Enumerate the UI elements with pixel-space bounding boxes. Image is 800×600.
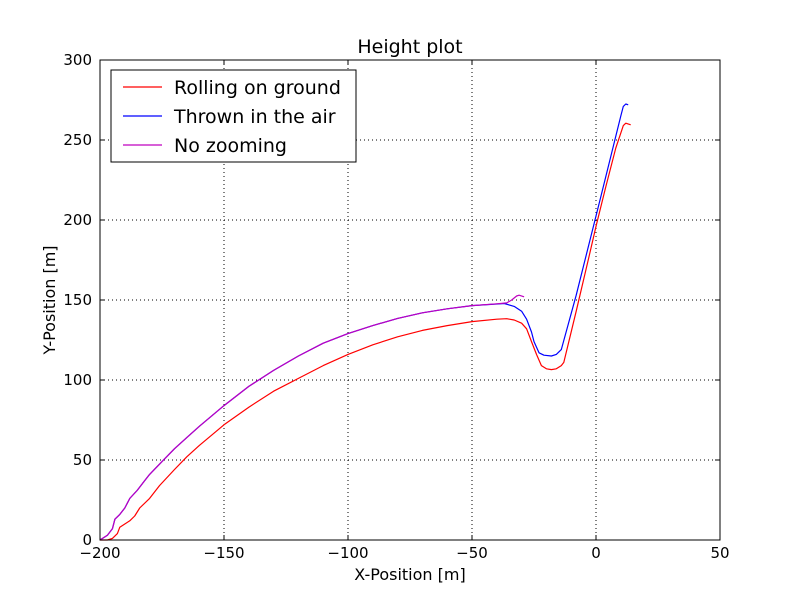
- legend-label-thrown-in-the-air: Thrown in the air: [173, 106, 336, 128]
- series-lines: [99, 103, 631, 541]
- legend: Rolling on ground Thrown in the air No zoo…: [110, 69, 357, 163]
- series-line-rolling-on-ground: [100, 122, 631, 541]
- y-tick-label: 100: [63, 371, 92, 389]
- legend-label-no-zooming: No zooming: [174, 135, 287, 157]
- x-tick-label: 50: [710, 544, 729, 562]
- series-line-no-zooming: [99, 294, 525, 541]
- y-tick-label: 250: [63, 131, 92, 149]
- legend-items: Rolling on ground Thrown in the air No zoo…: [123, 77, 341, 157]
- y-tick-label: 300: [63, 51, 92, 69]
- chart-title: Height plot: [357, 36, 462, 58]
- x-tick-label: 0: [591, 544, 601, 562]
- tick-labels: −200 −150 −100 −50 0 50 0 50 100 150 200 250 300: [63, 51, 729, 562]
- y-tick-label: 50: [73, 451, 92, 469]
- axis-ticks: [99, 59, 721, 541]
- x-tick-label: −150: [203, 544, 244, 562]
- series-line-thrown-in-the-air: [99, 103, 629, 541]
- x-axis-label: X-Position [m]: [354, 565, 465, 584]
- y-axis-label: Y-Position [m]: [40, 245, 59, 355]
- x-tick-label: −50: [456, 544, 488, 562]
- y-tick-label: 200: [63, 211, 92, 229]
- legend-label-rolling-on-ground: Rolling on ground: [174, 77, 341, 99]
- x-tick-label: −100: [327, 544, 368, 562]
- x-tick-label: −200: [79, 544, 120, 562]
- y-tick-label: 150: [63, 291, 92, 309]
- y-tick-label: 0: [82, 531, 92, 549]
